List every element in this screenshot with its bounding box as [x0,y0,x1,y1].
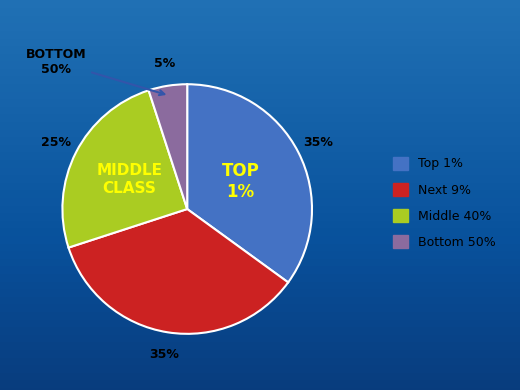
Wedge shape [69,209,288,334]
Wedge shape [62,90,187,248]
Text: BOTTOM
50%: BOTTOM 50% [26,48,164,95]
Wedge shape [149,84,187,209]
Text: 35%: 35% [149,348,179,361]
Text: 25%: 25% [41,136,71,149]
Text: MIDDLE
CLASS: MIDDLE CLASS [96,163,162,196]
Text: 5%: 5% [153,57,175,70]
Legend: Top 1%, Next 9%, Middle 40%, Bottom 50%: Top 1%, Next 9%, Middle 40%, Bottom 50% [388,152,501,254]
Text: 35%: 35% [304,136,333,149]
Wedge shape [187,84,312,282]
Text: TOP
1%: TOP 1% [222,163,259,201]
